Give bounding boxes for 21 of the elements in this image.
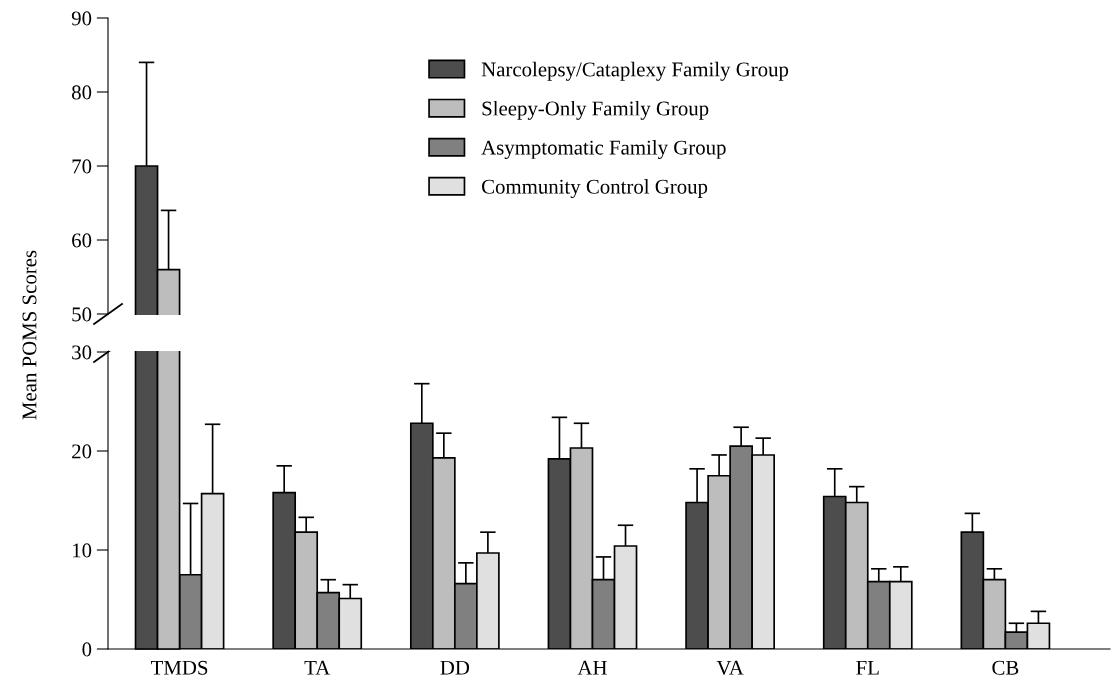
y-tick-label: 50 [72,307,92,322]
x-tick-label: AH [577,660,607,675]
y-tick-label: 60 [72,233,92,248]
y-tick-label: 20 [72,444,92,459]
y-axis-title: Mean POMS Scores [22,250,37,420]
legend-label: Asymptomatic Family Group [481,139,726,159]
x-tick-label: VA [716,660,744,675]
y-tick-label: 0 [82,642,92,657]
y-tick-label: 90 [71,11,92,26]
y-tick-label: 80 [71,85,92,100]
x-tick-label: TMDS [151,660,208,675]
x-tick-label: FL [856,660,879,675]
y-tick-label: 10 [73,543,92,558]
x-tick-label: DD [440,660,470,675]
y-tick-label: 70 [72,159,92,174]
legend-label: Narcolepsy/Cataplexy Family Group [481,61,789,81]
x-tick-label: CB [992,660,1019,675]
x-tick-label: TA [304,660,331,675]
legend-label: Sleepy-Only Family Group [482,100,709,120]
legend-label: Community Control Group [481,179,708,198]
y-tick-label: 30 [72,345,92,360]
